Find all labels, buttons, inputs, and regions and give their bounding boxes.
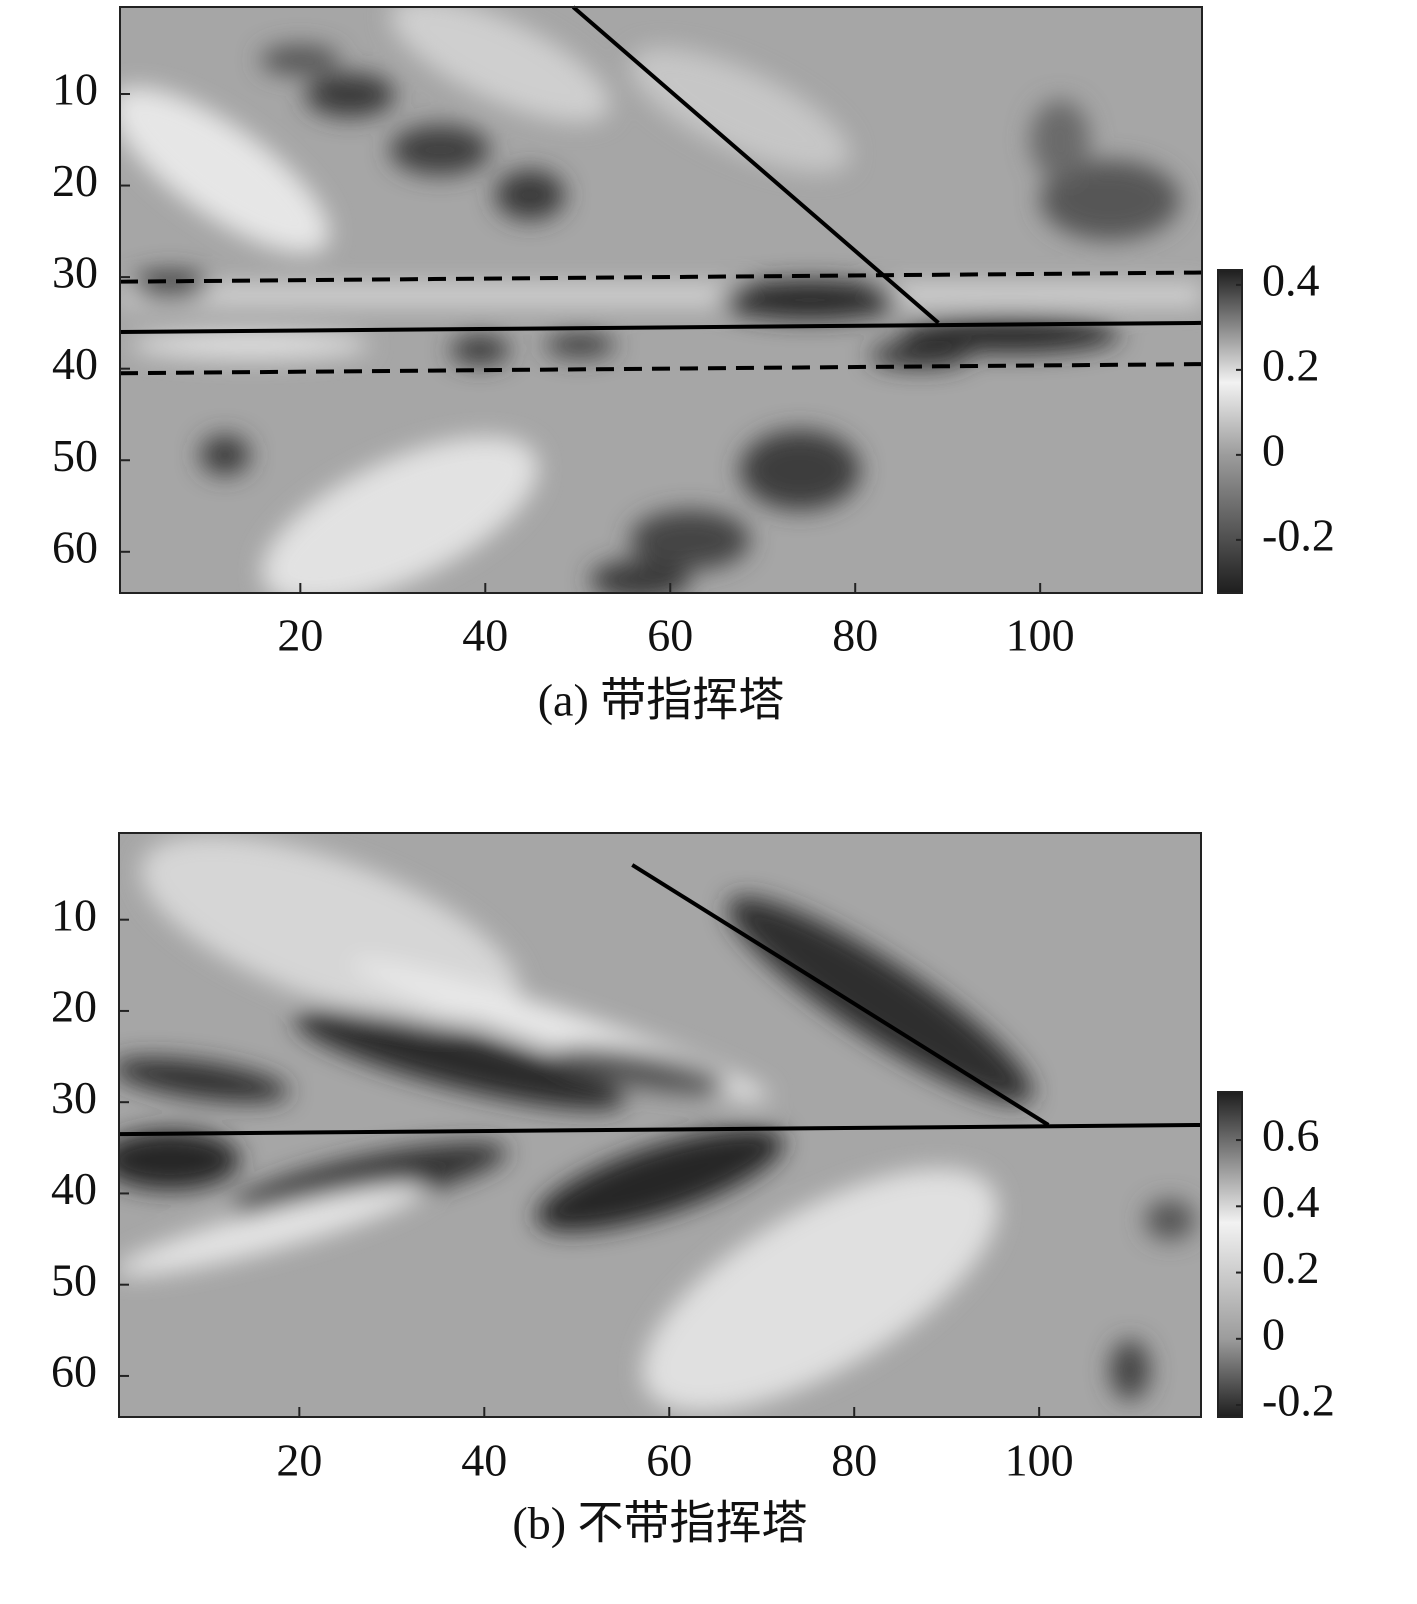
colorbar bbox=[1217, 269, 1243, 594]
y-tick-label: 50 bbox=[51, 1254, 97, 1305]
x-tick-label: 80 bbox=[831, 1435, 877, 1486]
colorbar-tick-label: -0.2 bbox=[1262, 509, 1335, 560]
heatmap-texture bbox=[120, 7, 1202, 593]
x-tick-label: 40 bbox=[461, 1435, 507, 1486]
colorbar bbox=[1217, 1091, 1243, 1418]
colorbar-tick-label: 0.2 bbox=[1262, 339, 1320, 390]
overlay-line bbox=[119, 362, 1203, 376]
plot-frame bbox=[119, 6, 1203, 594]
colorbar-tick-label: 0 bbox=[1262, 424, 1285, 475]
caption: (a) 带指挥塔 bbox=[538, 675, 785, 726]
colorbar-tick-label: 0.4 bbox=[1262, 254, 1320, 305]
y-tick-label: 40 bbox=[52, 338, 98, 389]
colorbar-tick-label: 0.4 bbox=[1262, 1176, 1320, 1227]
x-tick-label: 60 bbox=[646, 1435, 692, 1486]
y-tick-label: 20 bbox=[51, 981, 97, 1032]
y-tick-label: 40 bbox=[51, 1163, 97, 1214]
y-tick-label: 50 bbox=[52, 430, 98, 481]
colorbar-tick-label: 0.2 bbox=[1262, 1242, 1320, 1293]
x-tick-label: 60 bbox=[647, 610, 693, 661]
x-tick-label: 40 bbox=[462, 610, 508, 661]
colorbar-tick-label: 0 bbox=[1262, 1308, 1285, 1359]
y-tick-label: 10 bbox=[52, 64, 98, 115]
x-tick-label: 20 bbox=[276, 1435, 322, 1486]
x-tick-label: 100 bbox=[1006, 610, 1075, 661]
overlay-line bbox=[571, 5, 940, 325]
overlay-line bbox=[119, 320, 1203, 335]
x-tick-label: 100 bbox=[1005, 1435, 1074, 1486]
overlay-line bbox=[119, 270, 1203, 284]
x-tick-label: 80 bbox=[832, 610, 878, 661]
plot-frame bbox=[118, 832, 1202, 1418]
caption: (b) 不带指挥塔 bbox=[512, 1498, 807, 1549]
y-tick-label: 30 bbox=[51, 1072, 97, 1123]
y-tick-label: 30 bbox=[52, 247, 98, 298]
y-tick-label: 60 bbox=[51, 1346, 97, 1397]
overlay-line bbox=[118, 1123, 1202, 1137]
colorbar-tick-label: 0.6 bbox=[1262, 1110, 1320, 1161]
y-tick-label: 60 bbox=[52, 521, 98, 572]
overlay-line bbox=[631, 863, 1050, 1127]
colorbar-tick-label: -0.2 bbox=[1262, 1375, 1335, 1426]
x-tick-label: 20 bbox=[277, 610, 323, 661]
y-tick-label: 10 bbox=[51, 889, 97, 940]
y-tick-label: 20 bbox=[52, 155, 98, 206]
